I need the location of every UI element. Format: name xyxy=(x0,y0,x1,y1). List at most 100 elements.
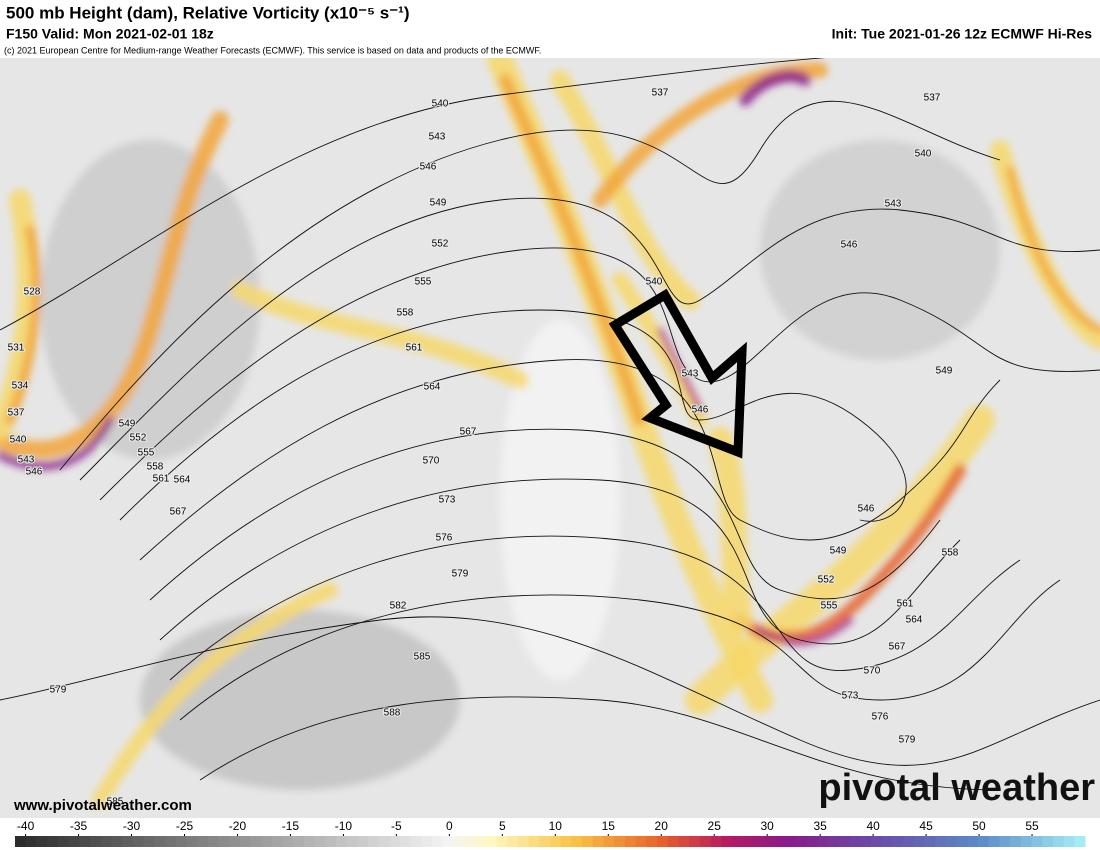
colorbar-cell xyxy=(357,836,369,847)
colorbar-cell xyxy=(132,836,144,847)
logo: pivotal weather xyxy=(818,767,1095,809)
colorbar-cell xyxy=(250,836,262,847)
colorbar-cell xyxy=(785,836,797,847)
colorbar-cell xyxy=(346,836,358,847)
colorbar-cell xyxy=(143,836,155,847)
contour-label: 540 xyxy=(10,435,27,446)
colorbar-cell xyxy=(314,836,326,847)
contour-label: 546 xyxy=(858,504,875,515)
colorbar-cell xyxy=(378,836,390,847)
colorbar-cell xyxy=(796,836,808,847)
colorbar-cell xyxy=(271,836,283,847)
contour-label: 579 xyxy=(899,735,916,746)
colorbar-tick-label: 40 xyxy=(866,819,880,833)
contour-label: 561 xyxy=(406,343,423,354)
contour-label: 573 xyxy=(439,495,456,506)
contour-label: 555 xyxy=(415,277,432,288)
colorbar-cell xyxy=(122,836,134,847)
colorbar-cell xyxy=(36,836,48,847)
colorbar-tick-label: 50 xyxy=(972,819,986,833)
colorbar-cell xyxy=(89,836,102,847)
colorbar-cell xyxy=(207,836,219,847)
colorbar-cell xyxy=(421,836,433,847)
colorbar-cell xyxy=(774,836,786,847)
colorbar-cell xyxy=(903,836,915,847)
website: www.pivotalweather.com xyxy=(13,797,192,814)
credit: (c) 2021 European Centre for Medium-rang… xyxy=(4,45,541,55)
colorbar-cell xyxy=(699,836,711,847)
contour-label: 543 xyxy=(429,132,446,143)
contour-label: 549 xyxy=(430,198,447,209)
colorbar-cell xyxy=(988,836,1000,847)
colorbar-tick-label: -20 xyxy=(229,819,247,833)
contour-label: 570 xyxy=(864,666,881,677)
colorbar-cell xyxy=(635,836,647,847)
contour-label: 564 xyxy=(906,615,923,626)
colorbar-cell xyxy=(956,836,968,847)
colorbar-cell xyxy=(817,836,829,847)
colorbar-cell xyxy=(924,836,936,847)
contour-label: 546 xyxy=(841,240,858,251)
colorbar-cell xyxy=(79,836,91,847)
contour-label: 585 xyxy=(414,652,431,663)
colorbar-cell xyxy=(539,836,551,847)
contour-label: 552 xyxy=(818,575,835,586)
colorbar-cell xyxy=(935,836,947,847)
valid-time: F150 Valid: Mon 2021-02-01 18z xyxy=(6,26,214,42)
colorbar-cell xyxy=(1074,836,1086,847)
colorbar-cell xyxy=(293,836,305,847)
contour-label: 585 xyxy=(107,797,124,808)
colorbar-cell xyxy=(1031,836,1043,847)
colorbar-cell xyxy=(443,836,455,847)
colorbar-cell xyxy=(111,836,123,847)
colorbar-cell xyxy=(871,836,883,847)
colorbar-tick-label: 5 xyxy=(499,819,506,833)
colorbar-tick-label: 25 xyxy=(708,819,722,833)
colorbar-cell xyxy=(978,836,990,847)
colorbar-cell xyxy=(592,836,604,847)
contour-label: 549 xyxy=(119,419,136,430)
contour-label: 582 xyxy=(390,601,407,612)
map xyxy=(0,44,1100,818)
contour-label: 540 xyxy=(432,99,449,110)
colorbar-cell xyxy=(1063,836,1075,847)
contour-label: 537 xyxy=(924,93,941,104)
contour-label: 564 xyxy=(424,382,441,393)
colorbar-cell xyxy=(828,836,840,847)
colorbar-cell xyxy=(689,836,701,847)
colorbar-tick-label: 55 xyxy=(1025,819,1039,833)
colorbar-cell xyxy=(68,836,80,847)
colorbar-cell xyxy=(1042,836,1054,847)
colorbar-cell xyxy=(624,836,637,847)
colorbar-cell xyxy=(239,836,251,847)
contour-label: 537 xyxy=(652,88,669,99)
colorbar-cell xyxy=(731,836,744,847)
colorbar-cell xyxy=(1052,836,1065,847)
contour-label: 570 xyxy=(423,456,440,467)
colorbar-cell xyxy=(571,836,583,847)
contour-label: 561 xyxy=(153,474,170,485)
colorbar-cell xyxy=(582,836,594,847)
colorbar-cell xyxy=(154,836,166,847)
colorbar-tick-label: 45 xyxy=(919,819,933,833)
init-time: Init: Tue 2021-01-26 12z ECMWF Hi-Res xyxy=(832,26,1093,42)
colorbar-cell xyxy=(464,836,476,847)
contour-label: 588 xyxy=(384,708,401,719)
colorbar-cell xyxy=(368,836,380,847)
contour-label: 528 xyxy=(24,287,41,298)
contour-label: 543 xyxy=(885,199,902,210)
colorbar-cell xyxy=(496,836,508,847)
contour-label: 540 xyxy=(915,149,932,160)
colorbar-cell xyxy=(400,836,412,847)
colorbar-cell xyxy=(325,836,337,847)
colorbar-cell xyxy=(667,836,679,847)
colorbar-tick-label: -15 xyxy=(282,819,300,833)
contour-label: 552 xyxy=(432,239,449,250)
colorbar-cell xyxy=(282,836,294,847)
contour-label: 561 xyxy=(897,599,914,610)
colorbar-cell xyxy=(453,836,465,847)
contour-label: 555 xyxy=(821,601,838,612)
colorbar-cell xyxy=(432,836,444,847)
colorbar-cell xyxy=(550,836,562,847)
colorbar-cell xyxy=(892,836,904,847)
